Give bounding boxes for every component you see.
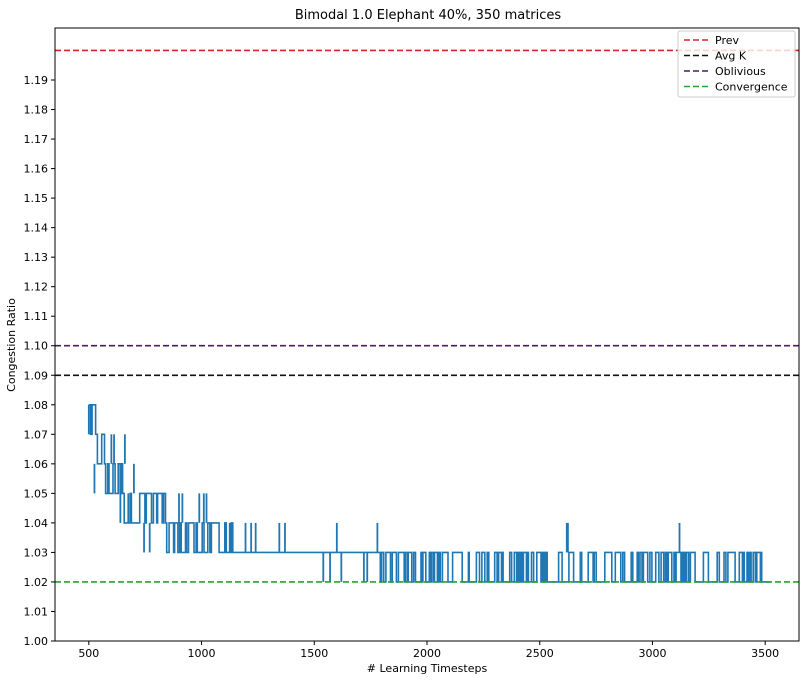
y-tick-label: 1.03 <box>24 546 49 559</box>
legend-label: Avg K <box>715 50 747 63</box>
y-tick-label: 1.12 <box>24 281 49 294</box>
legend: Prev Avg K Oblivious Convergence <box>677 30 796 98</box>
x-axis-label: # Learning Timesteps <box>367 662 488 675</box>
y-tick-label: 1.11 <box>24 310 49 323</box>
y-tick-label: 1.02 <box>24 576 49 589</box>
y-tick-label: 1.17 <box>24 133 49 146</box>
series-layer <box>87 404 770 583</box>
y-axis-label: Congestion Ratio <box>5 298 18 392</box>
y-tick-label: 1.13 <box>24 251 49 264</box>
x-tick-label: 1000 <box>188 647 216 660</box>
x-axis: 500 1000 1500 2000 2500 3000 3500 <box>78 641 779 660</box>
y-axis: 1.00 1.01 1.02 1.03 1.04 1.05 1.06 1.07 1.08 1.09… <box>24 74 55 648</box>
y-tick-label: 1.00 <box>24 635 49 648</box>
x-tick-label: 1500 <box>300 647 328 660</box>
legend-label: Convergence <box>715 81 788 94</box>
x-tick-label: 500 <box>78 647 99 660</box>
plot-area <box>55 49 799 583</box>
y-tick-label: 1.18 <box>24 104 49 117</box>
y-tick-label: 1.08 <box>24 399 49 412</box>
legend-box <box>677 30 796 98</box>
y-tick-label: 1.10 <box>24 340 49 353</box>
legend-label: Prev <box>715 34 739 47</box>
reference-lines <box>55 49 799 583</box>
x-tick-label: 3500 <box>751 647 779 660</box>
x-tick-label: 2000 <box>413 647 441 660</box>
legend-label: Oblivious <box>715 65 766 78</box>
x-tick-label: 2500 <box>526 647 554 660</box>
chart-title: Bimodal 1.0 Elephant 40%, 350 matrices <box>295 8 562 23</box>
y-tick-label: 1.16 <box>24 163 49 176</box>
y-tick-label: 1.05 <box>24 487 49 500</box>
y-tick-label: 1.14 <box>24 222 49 235</box>
y-tick-label: 1.19 <box>24 74 49 87</box>
y-tick-label: 1.15 <box>24 192 49 205</box>
series-line <box>88 404 770 583</box>
x-tick-label: 3000 <box>638 647 666 660</box>
y-tick-label: 1.01 <box>24 605 49 618</box>
y-tick-label: 1.09 <box>24 369 49 382</box>
y-tick-label: 1.07 <box>24 428 49 441</box>
y-tick-label: 1.06 <box>24 458 49 471</box>
y-tick-label: 1.04 <box>24 517 49 530</box>
